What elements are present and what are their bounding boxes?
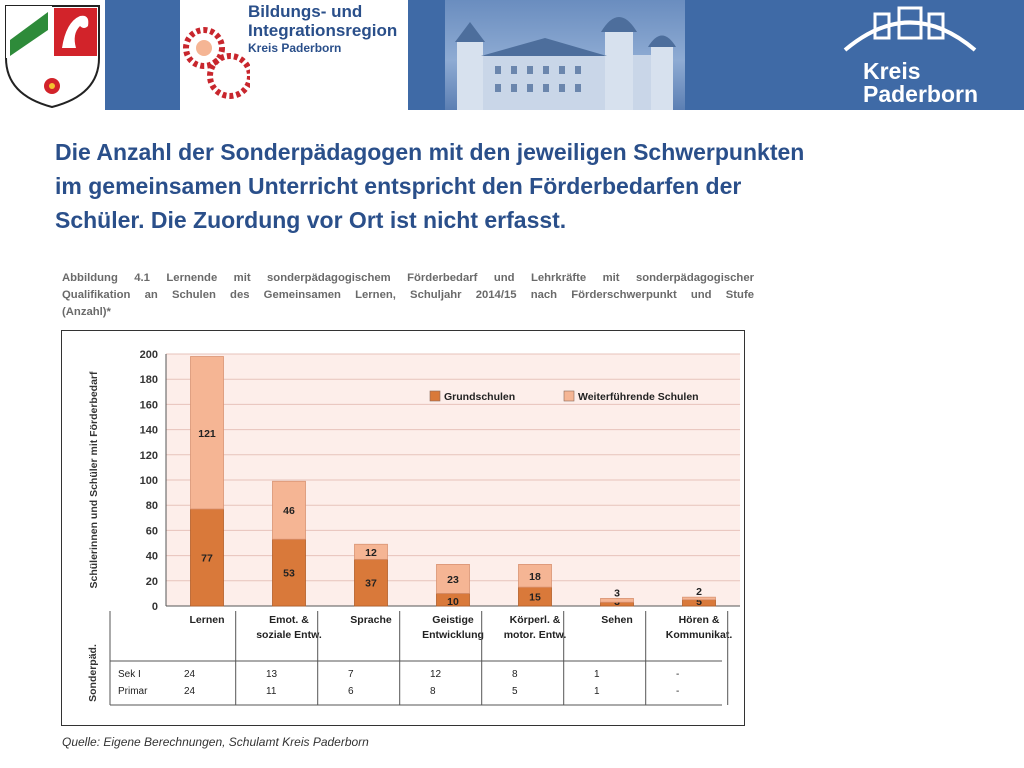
bar-grundschulen <box>354 558 388 607</box>
table-cell: 1 <box>594 686 600 697</box>
table-title: Sonderpäd. <box>87 644 99 702</box>
table-row-label: Sek I <box>118 669 141 680</box>
bir-line-2: Integrationsregion <box>248 21 398 40</box>
data-label: 23 <box>447 574 459 586</box>
slide-heading: Die Anzahl der Sonderpädagogen mit den j… <box>55 135 975 237</box>
legend-label: Grundschulen <box>444 391 515 403</box>
y-tick-label: 180 <box>140 374 158 386</box>
y-tick-label: 160 <box>140 399 158 411</box>
caption-line-2: Qualifikation an Schulen des Gemeinsamen… <box>62 289 754 301</box>
table-cell: - <box>676 686 679 697</box>
data-label: 12 <box>365 547 377 559</box>
table-cell: 5 <box>512 686 518 697</box>
heading-line-1: Die Anzahl der Sonderpädagogen mit den j… <box>55 139 805 165</box>
heading-line-2: im gemeinsamen Unterricht entspricht den… <box>55 173 742 199</box>
kreis-line-1: Kreis <box>863 58 921 84</box>
data-label: 15 <box>529 592 541 604</box>
kreis-paderborn-logo: Kreis Paderborn <box>795 0 1024 110</box>
bildungsregion-logo: Bildungs- und Integrationsregion Kreis P… <box>180 0 408 110</box>
figure-source: Quelle: Eigene Berechnungen, Schulamt Kr… <box>62 735 369 749</box>
table-cell: 6 <box>348 686 354 697</box>
data-label: 3 <box>614 587 620 599</box>
table-cell: 12 <box>430 669 442 680</box>
data-label: 53 <box>283 568 295 580</box>
data-label: 2 <box>696 586 702 598</box>
data-label: 18 <box>529 571 541 583</box>
legend-label: Weiterführende Schulen <box>578 391 699 403</box>
y-tick-label: 0 <box>152 601 158 613</box>
table-cell: - <box>676 669 679 680</box>
heading-line-3: Schüler. Die Zuordung vor Ort ist nicht … <box>55 207 567 233</box>
bar-weiterfuehrende <box>600 598 634 603</box>
gear-logo-icon <box>183 27 250 99</box>
data-label: 37 <box>365 578 377 590</box>
y-tick-label: 120 <box>140 450 158 462</box>
y-axis-title: Schülerinnen und Schüler mit Förderbedar… <box>88 371 100 589</box>
legend-swatch <box>429 390 441 402</box>
table-cell: 8 <box>512 669 518 680</box>
x-tick-label: Sehen <box>601 614 633 626</box>
caption-line-1: Abbildung 4.1 Lernende mit sonderpädagog… <box>62 272 754 284</box>
chart-frame: 0 20 40 60 80 100 120 140 160 180 200 Schülerinnen … <box>61 330 745 726</box>
x-tick-label: Entwicklung <box>422 629 484 641</box>
table-cell: 7 <box>348 669 354 680</box>
x-tick-label: Sprache <box>350 614 392 626</box>
bar-weiterfuehrende <box>190 356 224 510</box>
x-tick-label: Hören & <box>679 614 720 626</box>
x-tick-label: Körperl. & <box>510 614 561 626</box>
y-tick-label: 80 <box>146 500 158 512</box>
figure-caption: Abbildung 4.1 Lernende mit sonderpädagog… <box>62 270 754 321</box>
bar-weiterfuehrende <box>518 564 552 588</box>
data-label: 10 <box>447 596 459 608</box>
bar-weiterfuehrende <box>436 564 470 594</box>
bar-weiterfuehrende <box>682 596 716 601</box>
nrw-shield-icon <box>5 5 100 109</box>
y-tick-label: 100 <box>140 475 158 487</box>
table-row-label: Primar <box>118 686 148 697</box>
x-tick-label: Kommunikat. <box>666 629 733 641</box>
x-tick-label: motor. Entw. <box>504 629 567 641</box>
table-cell: 24 <box>184 686 196 697</box>
x-tick-label: Emot. & <box>269 614 309 626</box>
bir-line-1: Bildungs- und <box>248 2 363 21</box>
table-cell: 1 <box>594 669 600 680</box>
table-cell: 11 <box>266 686 277 697</box>
table-cell: 24 <box>184 669 196 680</box>
y-tick-label: 140 <box>140 425 158 437</box>
data-label: 5 <box>696 596 702 608</box>
bar-weiterfuehrende <box>354 543 388 560</box>
table-cell: 13 <box>266 669 278 680</box>
bir-line-3: Kreis Paderborn <box>248 41 342 55</box>
castle-image-icon <box>455 17 676 110</box>
bar-weiterfuehrende <box>272 480 306 540</box>
y-tick-label: 20 <box>146 576 158 588</box>
y-tick-label: 60 <box>146 525 158 537</box>
caption-line-3: (Anzahl)* <box>62 306 111 318</box>
data-label: 77 <box>201 552 213 564</box>
stacked-bar-chart: 0 20 40 60 80 100 120 140 160 180 200 Schülerinnen … <box>87 349 740 706</box>
kreis-line-2: Paderborn <box>863 81 979 107</box>
kreis-castle-icon <box>843 6 977 52</box>
legend-swatch <box>563 390 575 402</box>
bar-grundschulen <box>190 508 224 607</box>
data-label: 121 <box>198 428 216 440</box>
table-cell: 8 <box>430 686 436 697</box>
bar-grundschulen <box>272 538 306 607</box>
y-tick-label: 200 <box>140 349 158 361</box>
x-tick-label: soziale Entw. <box>256 629 322 641</box>
x-tick-label: Lernen <box>189 614 224 626</box>
nrw-coat-of-arms <box>0 0 105 110</box>
castle-photo <box>445 0 685 110</box>
y-tick-label: 40 <box>146 551 158 563</box>
data-label: 46 <box>283 505 295 517</box>
x-tick-label: Geistige <box>432 614 474 626</box>
